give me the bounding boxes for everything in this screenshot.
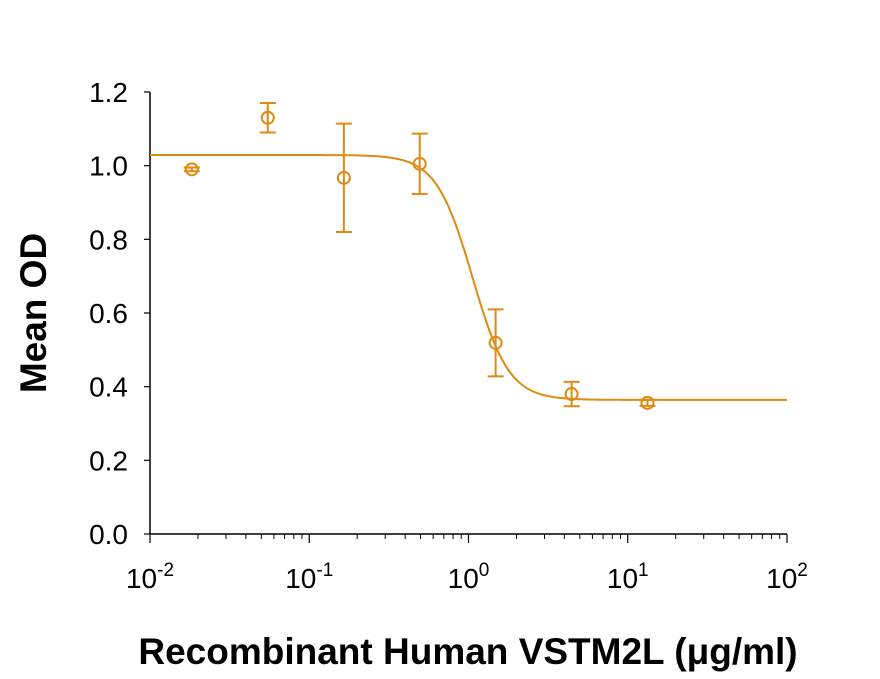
data-point: [183, 162, 200, 177]
data-point: [563, 380, 580, 408]
data-points: [183, 102, 656, 410]
x-tick-label: 100: [448, 560, 490, 594]
data-point: [335, 122, 352, 233]
marker-circle: [184, 162, 199, 177]
y-tick-label: 0.6: [89, 298, 128, 329]
marker-circle: [336, 170, 351, 185]
tick-labels: 0.0 0.2 0.4 0.6 0.8 1.0 1.2 10-2 10-1 100 101 102: [89, 77, 808, 594]
y-axis-label: Mean OD: [13, 233, 54, 393]
y-tick-label: 0.0: [89, 519, 128, 550]
data-point: [411, 132, 428, 196]
y-tick-label: 0.4: [89, 372, 128, 403]
data-point: [487, 308, 504, 378]
data-point: [259, 102, 276, 134]
marker-circle: [488, 335, 503, 350]
marker-circle: [260, 110, 275, 125]
data-point: [639, 395, 656, 410]
x-axis-label: Recombinant Human VSTM2L (μg/ml): [138, 631, 797, 672]
y-tick-label: 1.2: [89, 77, 128, 108]
y-tick-label: 0.8: [89, 224, 128, 255]
axes: [144, 91, 788, 543]
x-tick-label: 101: [607, 560, 649, 594]
y-tick-label: 1.0: [89, 151, 128, 182]
y-tick-label: 0.2: [89, 445, 128, 476]
x-tick-label: 10-1: [285, 560, 333, 594]
marker-circle: [640, 395, 655, 410]
x-tick-label: 102: [766, 560, 808, 594]
fit-curve: [150, 154, 787, 401]
x-tick-label: 10-2: [126, 560, 174, 594]
marker-circle: [412, 156, 427, 171]
marker-circle: [564, 387, 579, 402]
